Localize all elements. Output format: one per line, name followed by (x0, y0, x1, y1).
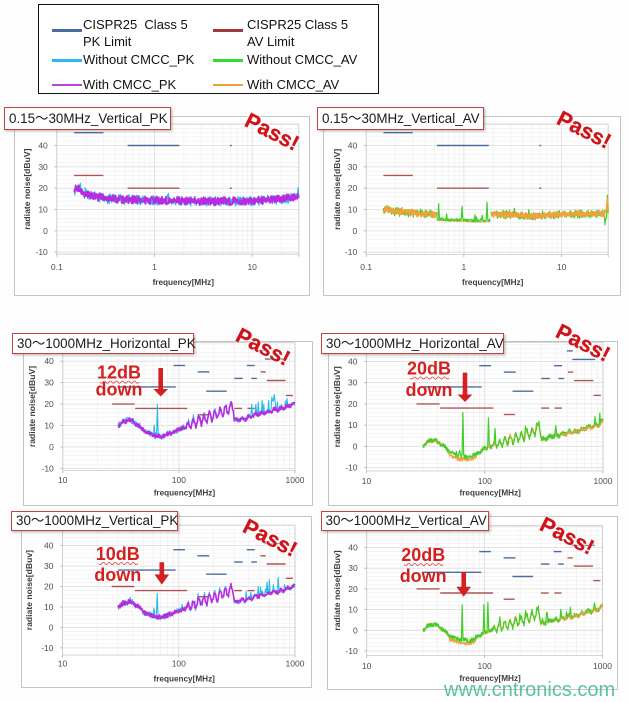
svg-text:20dB: 20dB (407, 359, 451, 379)
svg-text:radiate noise[dBuV]: radiate noise[dBuV] (332, 149, 342, 230)
svg-text:10: 10 (58, 659, 68, 669)
svg-text:-10: -10 (345, 646, 358, 656)
svg-text:radiate noise[dBuv]: radiate noise[dBuv] (24, 550, 34, 630)
svg-text:frequency[MHz]: frequency[MHz] (154, 489, 216, 498)
svg-text:40: 40 (38, 141, 48, 151)
svg-text:1000: 1000 (594, 476, 613, 486)
svg-text:frequency[MHz]: frequency[MHz] (462, 278, 524, 287)
svg-text:10: 10 (348, 205, 358, 215)
svg-text:40: 40 (348, 141, 358, 151)
svg-text:frequency[MHz]: frequency[MHz] (153, 675, 215, 684)
svg-text:-10: -10 (36, 247, 49, 257)
svg-text:20dB: 20dB (401, 545, 445, 565)
svg-text:20: 20 (348, 399, 358, 409)
svg-text:100: 100 (478, 661, 492, 671)
svg-text:10: 10 (44, 421, 54, 431)
svg-text:40: 40 (44, 541, 54, 551)
svg-text:100: 100 (172, 475, 186, 485)
svg-text:30: 30 (348, 162, 358, 172)
svg-text:30: 30 (38, 162, 48, 172)
svg-text:10: 10 (44, 602, 54, 612)
svg-text:10: 10 (362, 661, 372, 671)
svg-text:30: 30 (348, 378, 358, 388)
svg-text:20: 20 (348, 584, 358, 594)
svg-text:down: down (94, 565, 141, 585)
svg-text:100: 100 (172, 659, 186, 669)
svg-text:10dB: 10dB (96, 544, 140, 564)
svg-text:1000: 1000 (593, 661, 612, 671)
svg-text:-10: -10 (345, 247, 358, 257)
svg-text:radiate noise[dBuV]: radiate noise[dBuV] (27, 366, 37, 447)
svg-text:40: 40 (348, 357, 358, 367)
svg-text:30: 30 (44, 378, 54, 388)
svg-text:1000: 1000 (286, 475, 305, 485)
svg-text:1: 1 (152, 262, 157, 272)
svg-text:10: 10 (247, 262, 257, 272)
svg-text:down: down (400, 566, 447, 586)
svg-text:radiate noise[dBuv]: radiate noise[dBuv] (332, 550, 342, 630)
svg-text:40: 40 (348, 543, 358, 553)
svg-text:-10: -10 (345, 463, 358, 473)
svg-text:0: 0 (49, 442, 54, 452)
svg-text:down: down (406, 380, 453, 400)
svg-text:10: 10 (348, 420, 358, 430)
svg-text:30: 30 (348, 563, 358, 573)
svg-text:10: 10 (362, 476, 372, 486)
svg-text:0.1: 0.1 (51, 262, 63, 272)
svg-text:20: 20 (44, 399, 54, 409)
svg-text:0: 0 (353, 625, 358, 635)
svg-text:10: 10 (348, 605, 358, 615)
svg-text:10: 10 (38, 205, 48, 215)
svg-text:100: 100 (478, 476, 492, 486)
svg-text:frequency[MHz]: frequency[MHz] (459, 674, 521, 683)
svg-text:0: 0 (43, 226, 48, 236)
svg-text:1: 1 (462, 262, 467, 272)
svg-text:0: 0 (49, 622, 54, 632)
svg-text:0.1: 0.1 (360, 262, 372, 272)
svg-text:20: 20 (348, 183, 358, 193)
svg-text:0: 0 (353, 441, 358, 451)
svg-text:down: down (96, 379, 143, 399)
svg-text:frequency[MHz]: frequency[MHz] (459, 489, 521, 498)
svg-text:10: 10 (557, 262, 567, 272)
svg-text:-10: -10 (42, 463, 55, 473)
svg-text:30: 30 (44, 561, 54, 571)
svg-text:frequency[MHz]: frequency[MHz] (153, 278, 215, 287)
svg-text:20: 20 (38, 183, 48, 193)
svg-text:0: 0 (352, 226, 357, 236)
svg-text:1000: 1000 (286, 659, 305, 669)
svg-text:12dB: 12dB (97, 363, 141, 383)
svg-text:radiate noise[dBuV]: radiate noise[dBuV] (332, 366, 342, 447)
svg-text:radiate noise[dBuV]: radiate noise[dBuV] (22, 148, 32, 229)
svg-text:10: 10 (58, 475, 68, 485)
svg-text:40: 40 (44, 356, 54, 366)
svg-text:-10: -10 (41, 643, 54, 653)
svg-text:20: 20 (44, 582, 54, 592)
